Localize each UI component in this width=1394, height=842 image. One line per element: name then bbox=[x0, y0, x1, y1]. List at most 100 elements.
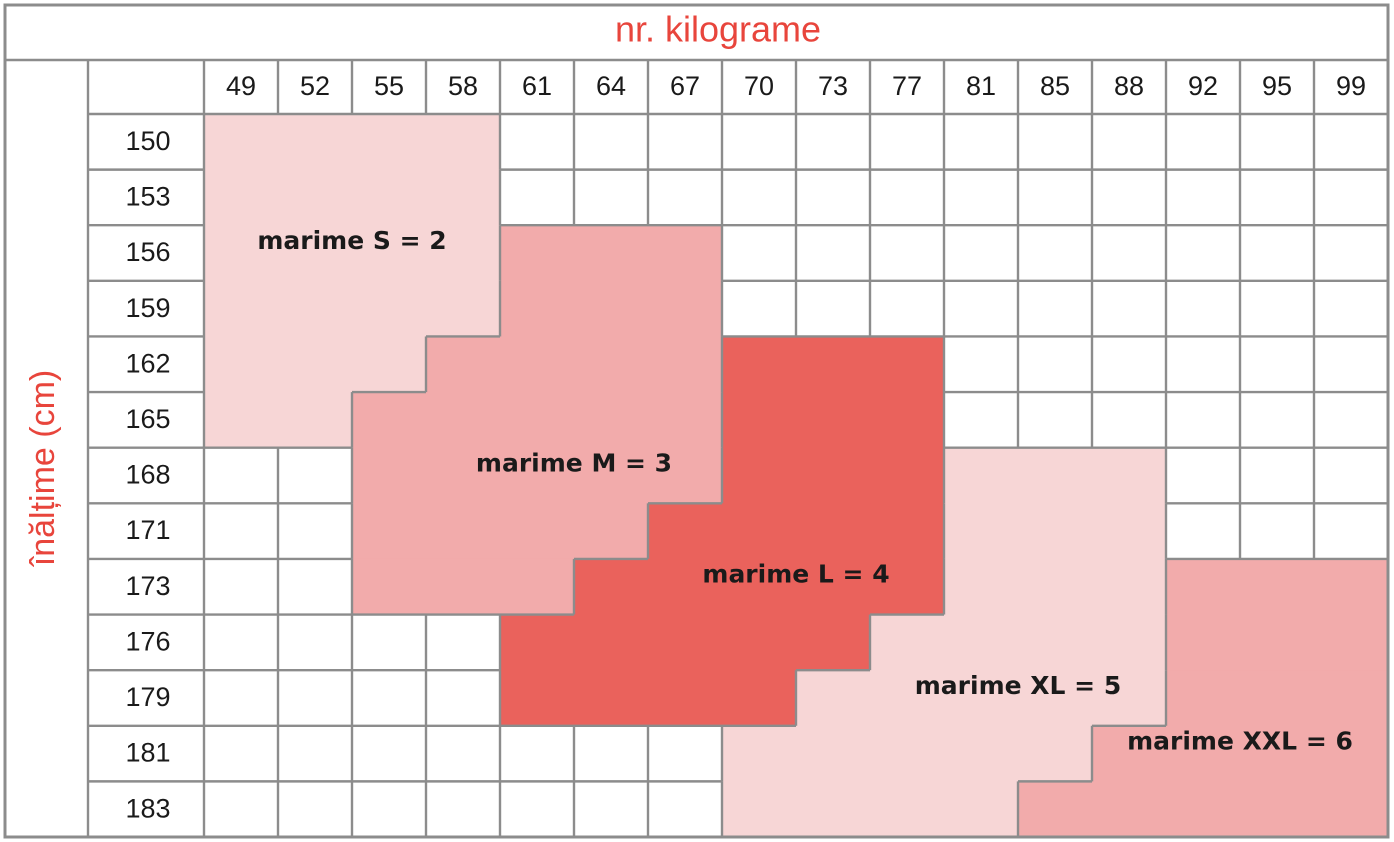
zone-cell bbox=[648, 447, 723, 504]
zone-cell bbox=[1166, 558, 1241, 616]
zone-cell bbox=[426, 225, 501, 282]
zone-cell bbox=[722, 336, 797, 393]
zone-cell bbox=[500, 558, 575, 616]
zone-cell bbox=[648, 225, 723, 282]
zone-cell bbox=[1018, 558, 1093, 616]
zone-cell bbox=[944, 614, 1019, 671]
zone-cell bbox=[944, 781, 1019, 838]
table-labels: nr. kilograme înălțime (cm) 49 52 55 58 61 64… bbox=[24, 9, 1366, 824]
zone-cell bbox=[1092, 558, 1167, 616]
zone-cell bbox=[574, 558, 649, 616]
zone-cell bbox=[1240, 614, 1315, 671]
zone-label: marime L = 4 bbox=[702, 560, 889, 589]
zone-2 bbox=[204, 114, 501, 449]
zone-cell bbox=[1018, 447, 1093, 504]
y-tick-label: 165 bbox=[125, 404, 170, 434]
x-tick-label: 99 bbox=[1336, 71, 1366, 101]
zone-cell bbox=[870, 558, 945, 616]
zone-cell bbox=[278, 336, 353, 393]
zone-cell bbox=[648, 392, 723, 449]
zone-label: marime XXL = 6 bbox=[1127, 726, 1353, 755]
size-zones bbox=[204, 114, 1389, 838]
x-tick-label: 81 bbox=[966, 71, 996, 101]
x-tick-label: 52 bbox=[300, 71, 330, 101]
zone-cell bbox=[870, 336, 945, 393]
x-tick-label: 88 bbox=[1114, 71, 1144, 101]
zone-cell bbox=[1240, 558, 1315, 616]
zone-cell bbox=[500, 280, 575, 338]
table-grid bbox=[3, 3, 1390, 839]
zone-cell bbox=[426, 392, 501, 449]
zone-cell bbox=[944, 725, 1019, 782]
y-tick-label: 173 bbox=[125, 571, 170, 601]
zone-cell bbox=[870, 503, 945, 560]
zone-cell bbox=[944, 670, 1019, 727]
zone-cell bbox=[1092, 725, 1167, 782]
zone-cell bbox=[722, 447, 797, 504]
zone-cell bbox=[1018, 614, 1093, 671]
zone-cell bbox=[944, 447, 1019, 504]
zone-cell bbox=[648, 336, 723, 393]
y-tick-label: 183 bbox=[125, 793, 170, 823]
y-tick-label: 179 bbox=[125, 682, 170, 712]
zone-cell bbox=[278, 169, 353, 226]
zone-cell bbox=[722, 781, 797, 838]
zone-cell bbox=[426, 280, 501, 338]
zone-cell bbox=[648, 280, 723, 338]
y-tick-label: 181 bbox=[125, 738, 170, 768]
zone-cell bbox=[500, 225, 575, 282]
zone-cell bbox=[944, 503, 1019, 560]
zone-cell bbox=[352, 503, 427, 560]
y-tick-label: 153 bbox=[125, 182, 170, 212]
zone-cell bbox=[204, 114, 279, 171]
zone-cell bbox=[648, 503, 723, 560]
zone-cell bbox=[796, 725, 871, 782]
x-tick-label: 49 bbox=[226, 71, 256, 101]
x-tick-label: 67 bbox=[670, 71, 700, 101]
zone-cell bbox=[1314, 558, 1389, 616]
zone-cell bbox=[870, 614, 945, 671]
y-tick-label: 176 bbox=[125, 626, 170, 656]
zone-cell bbox=[204, 280, 279, 338]
zone-cell bbox=[1166, 614, 1241, 671]
zone-cell bbox=[426, 336, 501, 393]
zone-cell bbox=[574, 447, 649, 504]
zone-cell bbox=[1092, 670, 1167, 727]
zone-cell bbox=[278, 280, 353, 338]
zone-cell bbox=[204, 336, 279, 393]
zone-cell bbox=[278, 114, 353, 171]
zone-cell bbox=[648, 614, 723, 671]
y-tick-label: 159 bbox=[125, 293, 170, 323]
zone-cell bbox=[574, 392, 649, 449]
zone-cell bbox=[352, 280, 427, 338]
y-tick-label: 156 bbox=[125, 237, 170, 267]
zone-cell bbox=[500, 503, 575, 560]
zone-cell bbox=[722, 670, 797, 727]
y-tick-label: 171 bbox=[125, 515, 170, 545]
zone-cell bbox=[426, 503, 501, 560]
zone-cell bbox=[1092, 781, 1167, 838]
zone-label: marime M = 3 bbox=[476, 448, 672, 477]
zone-cell bbox=[870, 670, 945, 727]
zone-cell bbox=[1092, 614, 1167, 671]
zone-cell bbox=[500, 447, 575, 504]
zone-cell bbox=[1018, 503, 1093, 560]
zone-cell bbox=[574, 225, 649, 282]
zone-cell bbox=[352, 169, 427, 226]
zone-cell bbox=[1018, 781, 1093, 838]
zone-cell bbox=[352, 558, 427, 616]
zone-cell bbox=[796, 781, 871, 838]
zone-cell bbox=[426, 169, 501, 226]
zone-cell bbox=[1092, 503, 1167, 560]
y-tick-label: 168 bbox=[125, 460, 170, 490]
zone-cell bbox=[1018, 725, 1093, 782]
zone-cell bbox=[500, 670, 575, 727]
x-tick-label: 70 bbox=[744, 71, 774, 101]
zone-4 bbox=[500, 336, 945, 727]
zone-cell bbox=[426, 114, 501, 171]
zone-cell bbox=[1240, 725, 1315, 782]
zone-cell bbox=[1166, 725, 1241, 782]
zone-cell bbox=[1240, 670, 1315, 727]
zone-cell bbox=[722, 503, 797, 560]
